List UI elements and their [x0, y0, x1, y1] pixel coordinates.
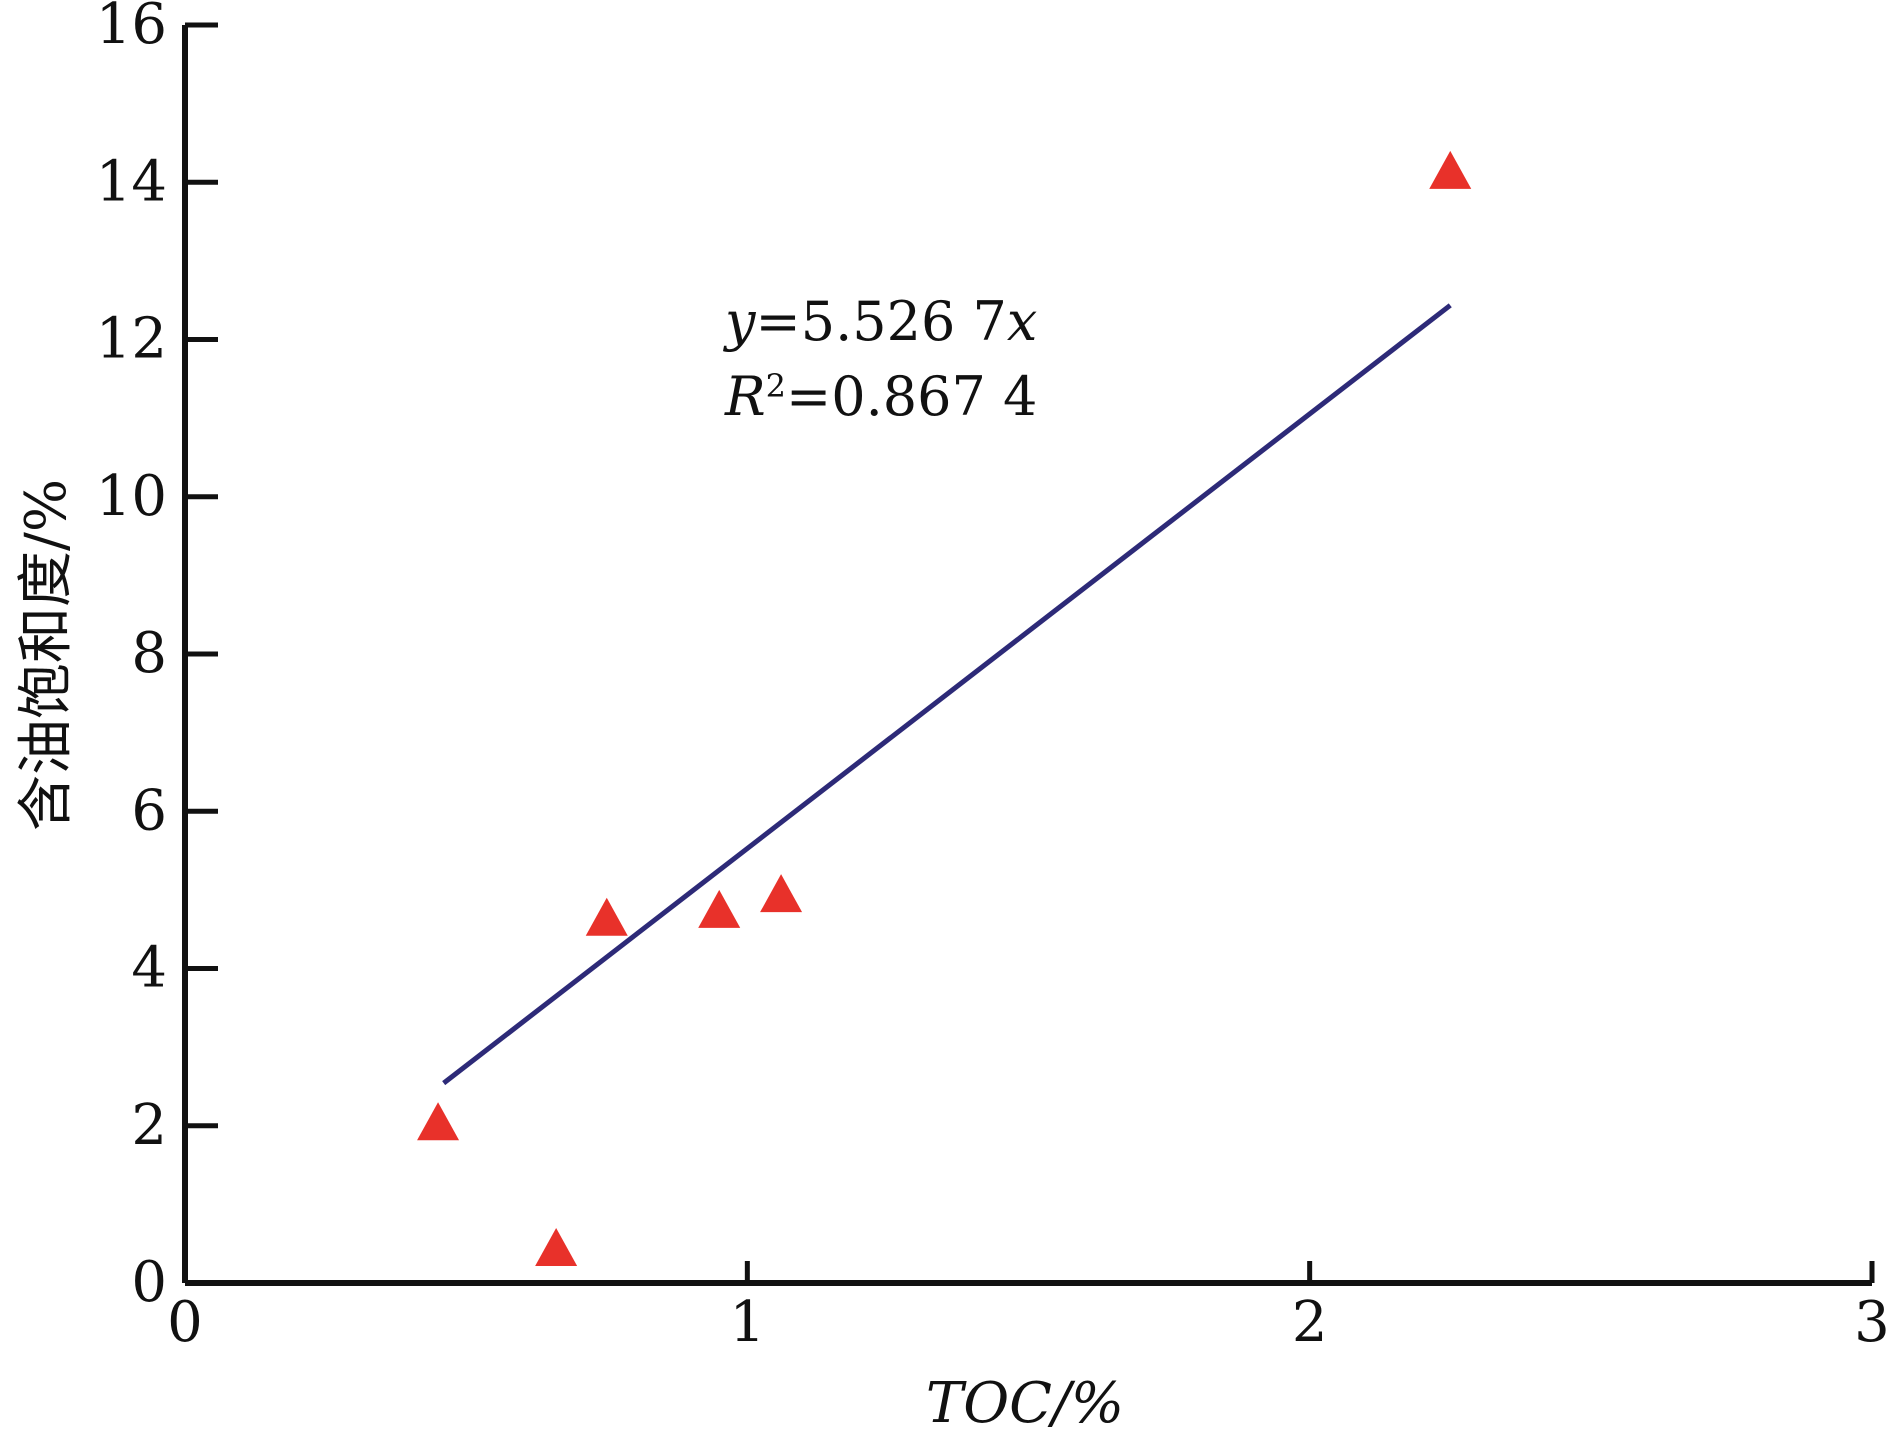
r2-label: R [724, 365, 766, 428]
y-ticks: 0 2 4 6 8 10 12 14 16 [96, 0, 218, 1315]
data-point [698, 889, 741, 928]
y-tick-label: 12 [96, 307, 167, 372]
data-point [585, 897, 628, 936]
data-point [1429, 150, 1472, 189]
axes [182, 25, 1872, 1286]
y-tick-label: 10 [96, 464, 167, 529]
x-axis-title: TOC/% [926, 1371, 1124, 1436]
x-tick-label: 3 [1854, 1290, 1889, 1355]
data-point [535, 1227, 578, 1266]
equation-rest: =5.526 7 [756, 290, 1007, 353]
x-ticks: 0 1 2 3 [167, 1261, 1889, 1355]
data-point [760, 874, 803, 913]
y-tick-label: 4 [131, 936, 167, 1001]
trendline [442, 303, 1452, 1086]
equation: y=5.526 7x [723, 290, 1037, 353]
y-tick-label: 0 [131, 1250, 167, 1315]
r-squared: R2=0.867 4 [724, 365, 1037, 428]
x-tick-label: 1 [730, 1290, 766, 1355]
y-tick-label: 16 [96, 0, 167, 57]
y-axis-title: 含油饱和度/% [14, 479, 79, 831]
equation-y: y [723, 290, 757, 353]
data-points [417, 150, 1472, 1266]
x-tick-label: 0 [167, 1290, 203, 1355]
r2-value: =0.867 4 [786, 365, 1037, 428]
y-tick-label: 14 [96, 149, 167, 214]
y-tick-label: 2 [131, 1093, 167, 1158]
y-tick-label: 8 [131, 621, 167, 686]
data-point [417, 1102, 460, 1141]
x-tick-label: 2 [1292, 1290, 1328, 1355]
equation-x: x [1007, 290, 1037, 353]
r2-sup: 2 [766, 367, 786, 405]
y-tick-label: 6 [131, 778, 167, 843]
